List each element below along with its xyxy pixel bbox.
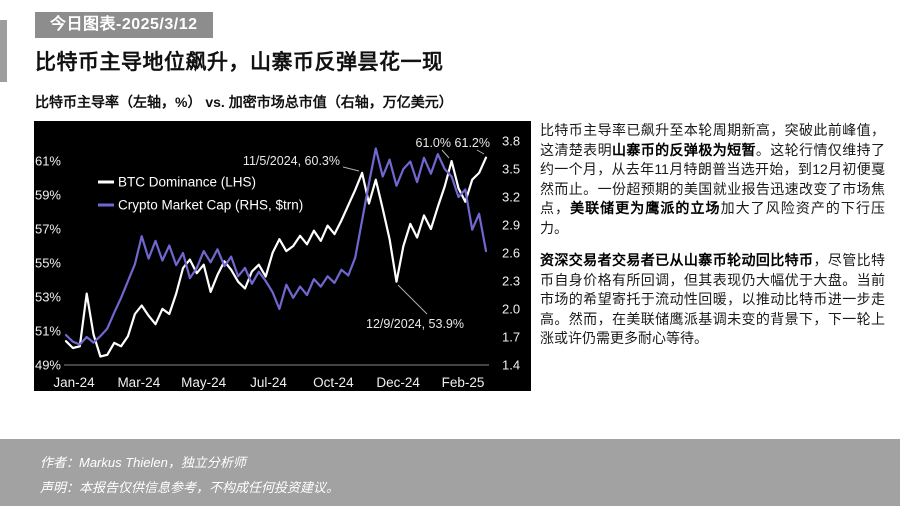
commentary-bold-text: 山寨币的反弹极为短暂 [611,141,756,158]
left-axis-tick: 57% [35,222,61,237]
annotation-leader-line [441,149,450,159]
right-axis-tick: 1.4 [502,358,520,373]
commentary-paragraph-2: 资深交易者交易者已从山寨币轮动回比特币，尽管比特币自身价格有所回调，但其表现仍大… [540,251,885,349]
commentary-text: 比特币主导率已飙升至本轮周期新高，突破此前峰值，这清楚表明 [540,122,885,158]
chart-panel: 61% 59% 57% 55% 53% 51% 49% 3.8 3.5 3.2 2.9 2.6 2.3 2… [34,121,531,391]
commentary-text: 加大了风险资产的下行压力。 [540,200,886,236]
annotation-leader-line [397,284,428,315]
right-axis-tick: 2.6 [502,246,520,261]
date-badge: 今日图表-2025/3/12 [35,12,213,38]
right-axis-tick: 2.9 [502,218,520,233]
commentary-bold-text: 资深交易者交易者已从山寨币轮动回比特币 [540,252,814,268]
left-axis-tick: 59% [35,188,61,203]
crypto-marketcap-line [64,147,488,346]
annotation-label: 61.2% [455,136,490,150]
annotation-label: 11/5/2024, 60.3% [243,154,340,168]
commentary-text: ，尽管比特币自身价格有所回调，但其表现仍大幅优于大盘。当前市场的希望寄托于流动性… [540,252,886,346]
right-axis-tick: 3.5 [502,162,520,177]
right-axis-tick: 3.8 [502,134,520,149]
x-axis-tick: Jul-24 [250,375,287,390]
annotation-leader-line [342,166,360,172]
annotation-label: 61.0% [416,136,451,150]
right-axis-tick: 1.7 [502,330,520,345]
footer-bar: 作者：Markus Thielen，独立分析师 声明：本报告仅供信息参考，不构成… [0,439,900,506]
accent-bar [0,20,7,82]
btc-dominance-line [64,156,488,358]
x-axis-tick: Feb-25 [442,375,485,390]
footer-disclaimer: 声明：本报告仅供信息参考，不构成任何投资建议。 [40,480,340,495]
annotation-leader-line [476,149,485,155]
commentary-text: 。这轮行情仅维持了约一个月，从去年11月特朗普当选开始，到12月初便戛然而止。一… [540,141,886,217]
left-axis-tick: 55% [35,256,61,271]
chart-subtitle: 比特币主导率（左轴，%） vs. 加密市场总市值（右轴，万亿美元） [35,94,453,110]
page-title: 比特币主导地位飙升，山寨币反弹昙花一现 [35,51,444,74]
left-axis-tick: 61% [35,154,61,169]
commentary-column: 比特币主导率已飙升至本轮周期新高，突破此前峰值，这清楚表明山寨币的反弹极为短暂。… [540,121,885,362]
right-axis-tick: 2.3 [502,274,520,289]
legend-label: Crypto Market Cap (RHS, $trn) [118,198,303,213]
annotation-label: 12/9/2024, 53.9% [366,317,464,331]
x-axis-tick: May-24 [181,375,227,390]
left-axis-tick: 51% [35,324,61,339]
left-axis-tick: 49% [35,358,61,373]
footer-author: 作者：Markus Thielen，独立分析师 [40,455,246,470]
dual-axis-line-chart: 61% 59% 57% 55% 53% 51% 49% 3.8 3.5 3.2 2.9 2.6 2.3 2… [35,134,520,391]
x-axis-tick: Jan-24 [53,375,95,390]
right-axis-tick: 3.2 [502,190,520,205]
right-axis-tick: 2.0 [502,302,520,317]
x-axis-tick: Mar-24 [117,375,160,390]
left-axis-tick: 53% [35,290,61,305]
legend-label: BTC Dominance (LHS) [118,175,256,190]
commentary-paragraph-1: 比特币主导率已飙升至本轮周期新高，突破此前峰值，这清楚表明山寨币的反弹极为短暂。… [540,121,885,238]
x-axis-tick: Oct-24 [313,375,354,390]
x-axis-tick: Dec-24 [376,375,420,390]
commentary-bold-text: 美联储更为鹰派的立场 [570,200,721,216]
